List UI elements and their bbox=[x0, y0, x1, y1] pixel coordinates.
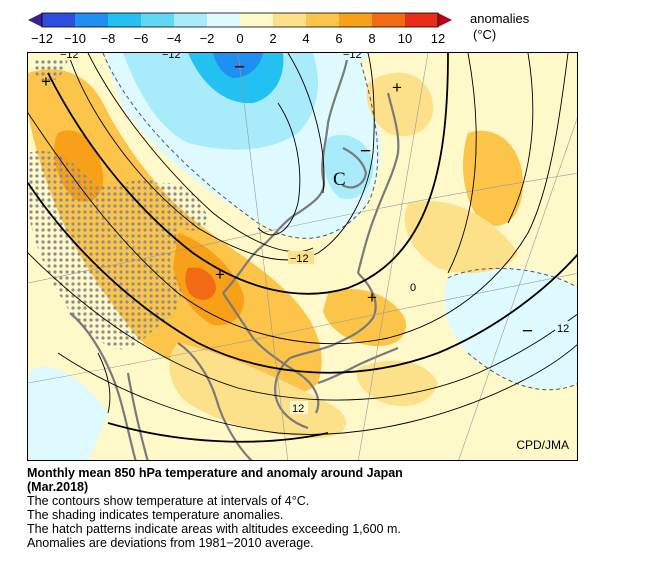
colorbar-segment bbox=[141, 13, 174, 27]
colorbar-segment bbox=[75, 13, 108, 27]
coastline bbox=[222, 292, 320, 414]
warm-center-marker: + bbox=[392, 78, 402, 97]
contour-label: 0 bbox=[410, 282, 416, 294]
colorbar-tick: −2 bbox=[199, 31, 215, 46]
warm-center-marker: + bbox=[367, 288, 377, 307]
colorbar-low-arrow bbox=[28, 13, 42, 27]
contour-line-bold bbox=[107, 422, 329, 443]
contour-label: −12 bbox=[60, 53, 79, 61]
colorbar-tick: 2 bbox=[269, 31, 277, 46]
contour-labels: −12 −12 −12 −12 0 12 12 bbox=[58, 53, 573, 415]
contour-line-bold bbox=[28, 182, 577, 374]
colorbar-tick: 10 bbox=[397, 31, 413, 46]
coastline bbox=[341, 147, 368, 189]
caption-line: The hatch patterns indicate areas with a… bbox=[27, 522, 401, 536]
colorbar-tick: −6 bbox=[133, 31, 149, 46]
colorbar-segment bbox=[273, 13, 306, 27]
high-altitude-hatch bbox=[28, 150, 182, 350]
colorbar-tick: 8 bbox=[368, 31, 376, 46]
zero-anomaly-contour bbox=[447, 267, 577, 288]
colorbar-tick: 0 bbox=[236, 31, 244, 46]
anomaly-symbols: + + + − − − C bbox=[41, 57, 533, 342]
graticule bbox=[28, 53, 577, 460]
colorbar-tick: −10 bbox=[63, 31, 87, 46]
contour-label: −12 bbox=[343, 53, 362, 61]
contour-label: −12 bbox=[162, 53, 181, 61]
contour-line bbox=[507, 53, 534, 224]
colorbar-tick: 6 bbox=[335, 31, 343, 46]
coastlines bbox=[69, 53, 400, 460]
cold-anomaly-region bbox=[444, 267, 577, 389]
colorbar-segment bbox=[339, 13, 372, 27]
cold-anomaly-region bbox=[28, 366, 108, 460]
contour-line bbox=[57, 344, 577, 435]
coastline bbox=[274, 357, 309, 430]
coastline bbox=[289, 272, 377, 360]
colorbar-title: anomalies bbox=[470, 11, 530, 26]
coastline bbox=[356, 92, 400, 274]
colorbar-segment bbox=[405, 13, 438, 27]
temperature-contours bbox=[28, 53, 577, 443]
anomaly-colorbar: −12 −10 −8 −6 −4 −2 0 2 4 6 8 10 12 anom… bbox=[0, 0, 650, 48]
colorbar-tick: 12 bbox=[430, 31, 446, 46]
colorbar-unit: (°C) bbox=[473, 27, 497, 42]
warm-center-marker: + bbox=[215, 265, 225, 284]
contour-label: 12 bbox=[292, 403, 304, 415]
colorbar-segment bbox=[372, 13, 405, 27]
colorbar-segment bbox=[42, 13, 75, 27]
cold-anomaly-region bbox=[188, 53, 284, 104]
contour-line bbox=[97, 352, 111, 414]
warm-anomaly-region bbox=[185, 267, 216, 300]
contour-line bbox=[28, 53, 569, 345]
caption-title: Monthly mean 850 hPa temperature and ano… bbox=[27, 466, 403, 480]
colorbar-segment bbox=[240, 13, 273, 27]
coastline bbox=[69, 312, 137, 460]
caption-line: The contours show temperature at interva… bbox=[27, 494, 310, 508]
contour-label: −12 bbox=[290, 253, 309, 265]
colorbar-scale bbox=[28, 12, 452, 28]
contour-line bbox=[87, 53, 314, 253]
warm-anomaly-region bbox=[463, 130, 523, 227]
colorbar-segment bbox=[207, 13, 240, 27]
coastline bbox=[126, 372, 149, 460]
cold-low-center-label: C bbox=[333, 169, 346, 190]
contour-label: 12 bbox=[557, 323, 569, 335]
coastline bbox=[317, 346, 399, 385]
coastline bbox=[222, 53, 350, 294]
contour-line bbox=[447, 53, 477, 274]
colorbar-tick: −4 bbox=[166, 31, 182, 46]
colorbar-high-arrow bbox=[438, 13, 452, 27]
warm-anomaly-region bbox=[169, 343, 347, 438]
warm-center-marker: + bbox=[41, 72, 51, 91]
contour-line bbox=[287, 53, 325, 194]
colorbar-segment bbox=[174, 13, 207, 27]
caption-line: The shading indicates temperature anomal… bbox=[27, 508, 284, 522]
caption-subtitle: (Mar.2018) bbox=[27, 480, 89, 494]
map-caption: Monthly mean 850 hPa temperature and ano… bbox=[27, 466, 403, 550]
coastline bbox=[177, 342, 253, 460]
map-canvas: −12 −12 −12 −12 0 12 12 + + + − − − C + bbox=[28, 53, 577, 460]
caption-line: Anomalies are deviations from 1981−2010 … bbox=[27, 536, 314, 550]
cold-center-marker: − bbox=[360, 141, 371, 162]
cold-center-marker: − bbox=[234, 57, 245, 78]
colorbar-tick: −12 bbox=[30, 31, 54, 46]
high-altitude-hatch bbox=[32, 58, 68, 83]
map-credit: CPD/JMA bbox=[516, 438, 569, 452]
colorbar-tick: −8 bbox=[100, 31, 116, 46]
warm-anomaly-region bbox=[404, 201, 518, 273]
cold-anomaly-region bbox=[213, 53, 263, 78]
warm-anomaly-region bbox=[356, 360, 438, 407]
zero-anomaly-contour bbox=[102, 53, 379, 239]
contour-line bbox=[257, 102, 301, 236]
colorbar-tick: 4 bbox=[302, 31, 310, 46]
colorbar-segment bbox=[108, 13, 141, 27]
zero-anomaly-contour bbox=[467, 352, 577, 391]
high-altitude-hatch bbox=[161, 182, 207, 231]
contour-line-bold bbox=[47, 53, 449, 295]
temperature-anomaly-map: −12 −12 −12 −12 0 12 12 + + + − − − C + … bbox=[27, 52, 578, 461]
cold-center-marker: − bbox=[522, 321, 533, 342]
contour-line bbox=[28, 252, 577, 401]
colorbar-segment bbox=[306, 13, 339, 27]
